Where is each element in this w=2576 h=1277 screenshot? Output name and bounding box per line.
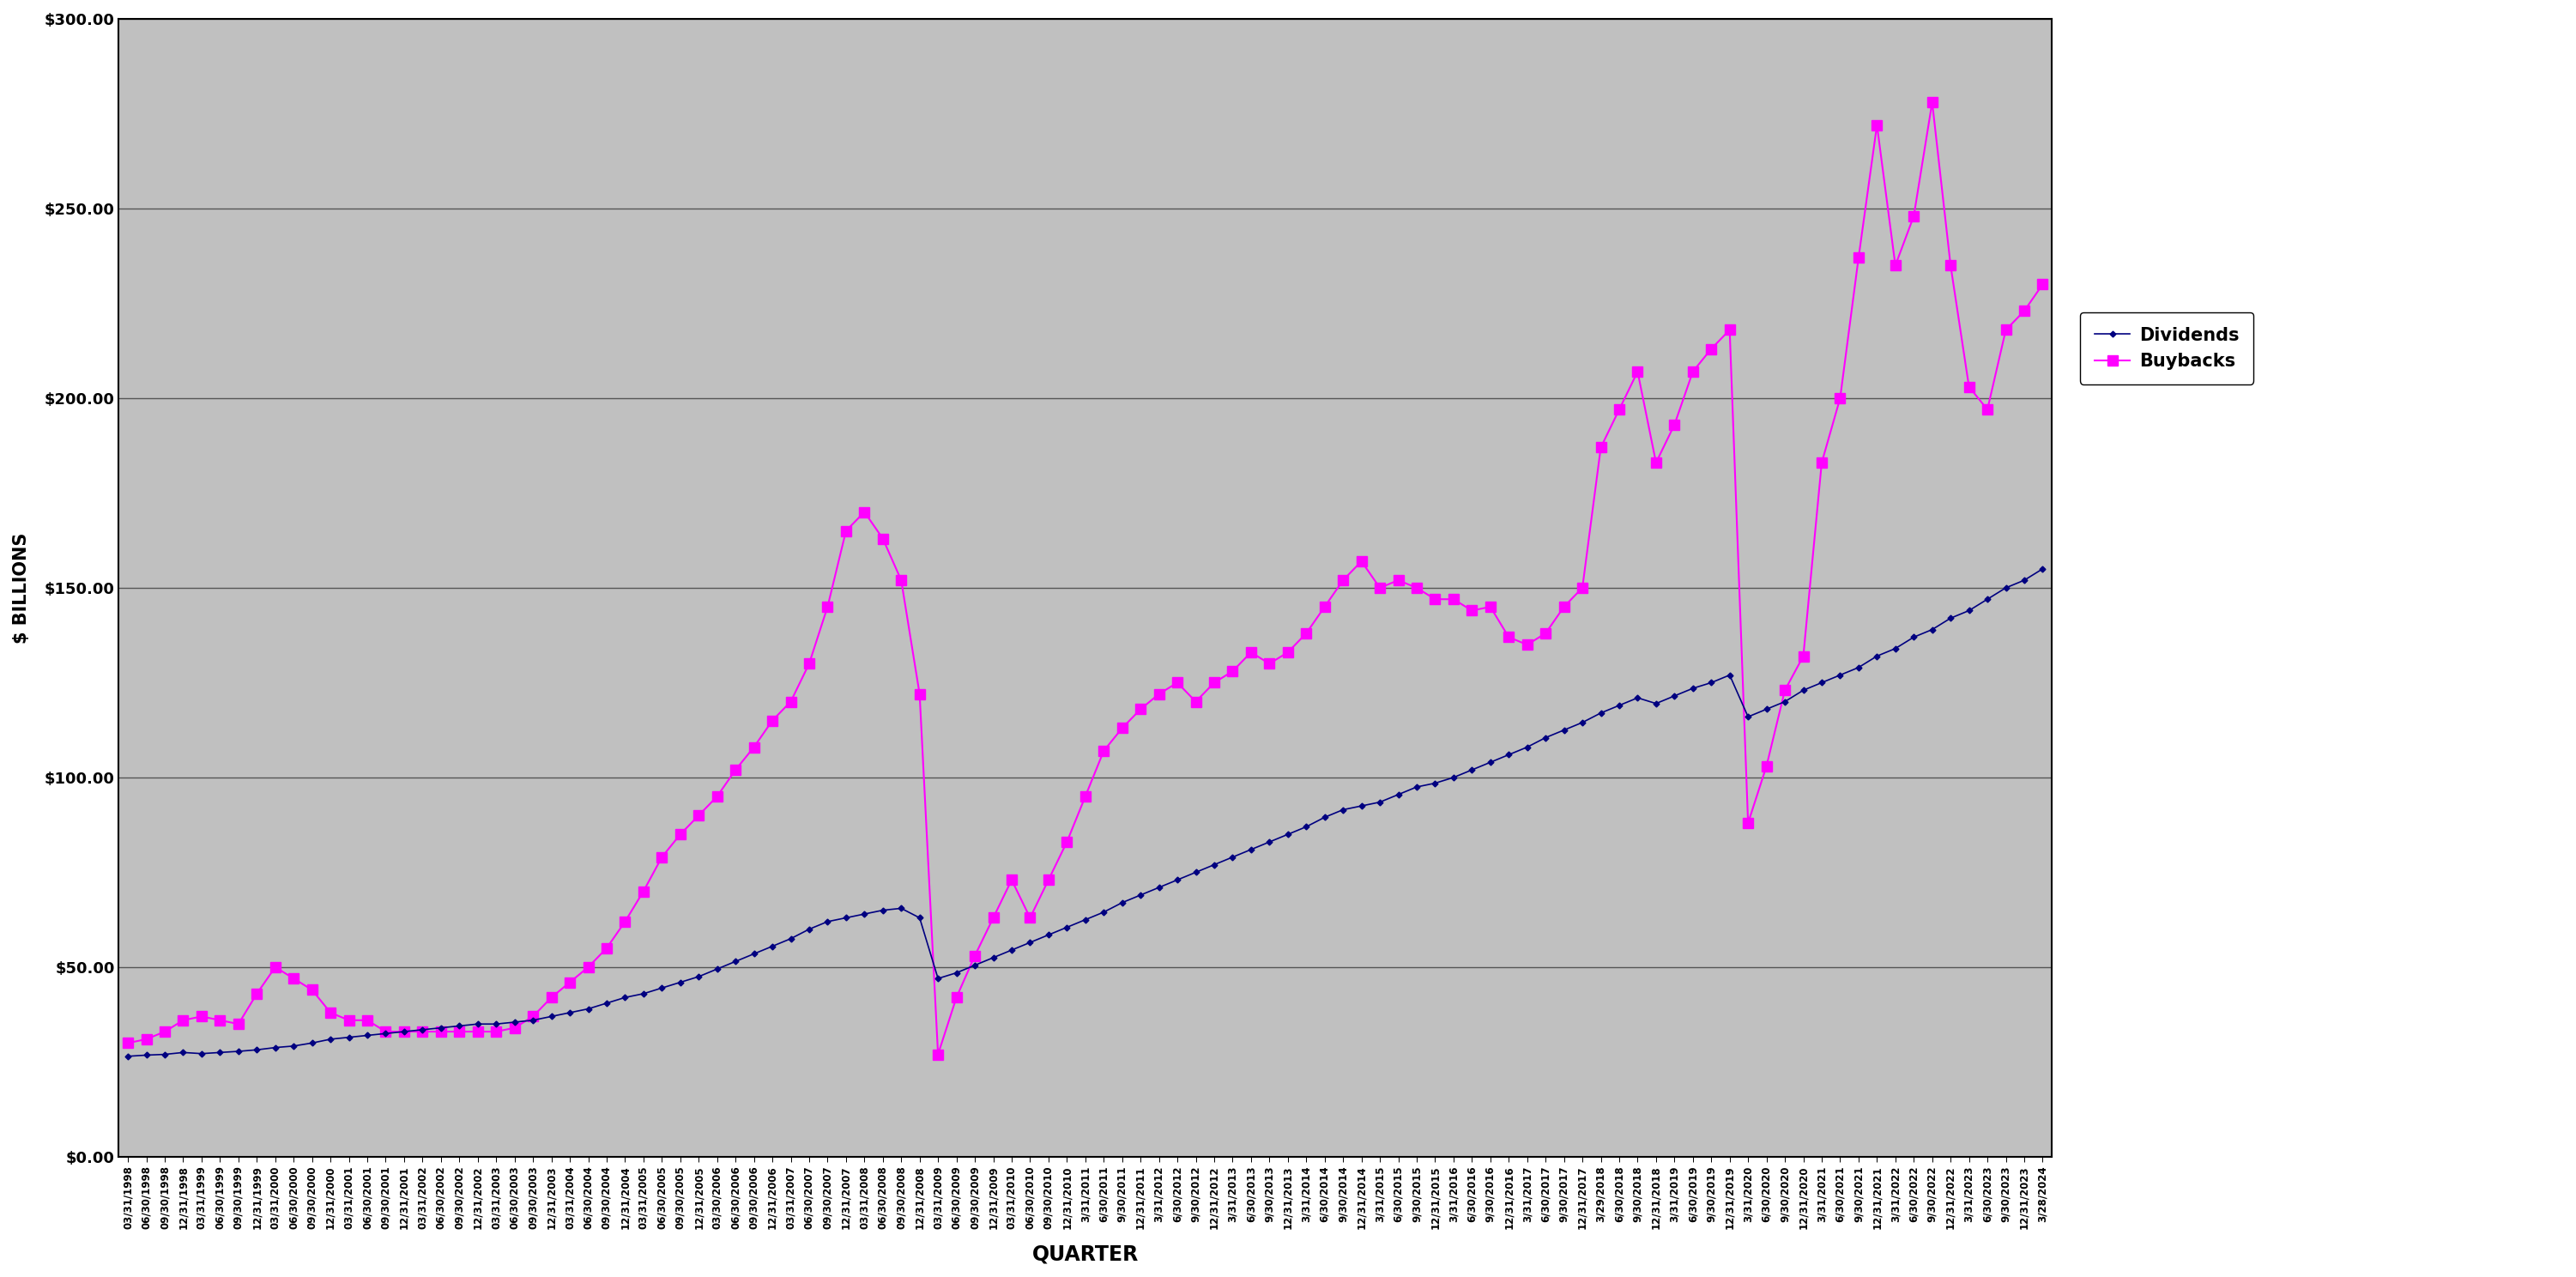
Buybacks <box>1530 626 1561 641</box>
Dividends <box>113 1048 144 1064</box>
Dividends <box>371 1025 402 1041</box>
Buybacks <box>958 948 989 963</box>
Buybacks <box>1917 94 1947 110</box>
Buybacks <box>922 1047 953 1062</box>
Legend: Dividends, Buybacks: Dividends, Buybacks <box>2079 313 2254 384</box>
X-axis label: QUARTER: QUARTER <box>1033 1244 1139 1264</box>
Buybacks <box>1512 637 1543 653</box>
Buybacks <box>850 504 881 520</box>
Dividends <box>2027 561 2058 576</box>
Dividends <box>131 1047 162 1062</box>
Buybacks <box>2027 277 2058 292</box>
Buybacks <box>113 1036 144 1051</box>
Buybacks <box>371 1024 402 1039</box>
Line: Dividends: Dividends <box>126 567 2045 1059</box>
Dividends <box>940 965 971 981</box>
Line: Buybacks: Buybacks <box>124 97 2048 1059</box>
Dividends <box>1991 580 2022 595</box>
Buybacks <box>131 1032 162 1047</box>
Y-axis label: $ BILLIONS: $ BILLIONS <box>13 533 31 644</box>
Dividends <box>1512 739 1543 755</box>
Dividends <box>1494 747 1525 762</box>
